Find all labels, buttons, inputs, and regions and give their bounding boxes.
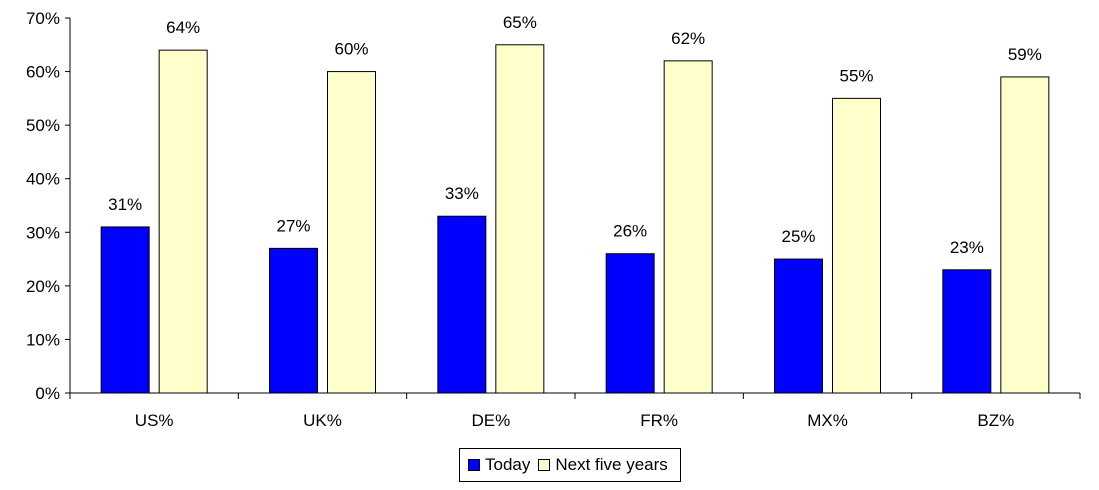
data-label: 62%: [671, 29, 705, 48]
bar-today-us: [100, 226, 150, 394]
legend-label-today: Today: [485, 455, 531, 474]
bar-today-fr: [605, 253, 655, 394]
bar-today-bz: [942, 269, 992, 394]
y-tick-label: 40%: [26, 170, 60, 189]
data-label: 25%: [781, 227, 815, 246]
bar-next-five-years-us: [158, 49, 208, 394]
bar-next-five-years-de: [495, 44, 545, 394]
x-tick-label: BZ%: [977, 411, 1014, 430]
legend: Today Next five years: [459, 448, 681, 482]
data-label: 55%: [839, 66, 873, 85]
x-tick-label: US%: [135, 411, 174, 430]
data-label: 60%: [334, 40, 368, 59]
data-label: 23%: [950, 238, 984, 257]
y-tick-label: 30%: [26, 223, 60, 242]
legend-swatch-today: [468, 459, 480, 471]
legend-swatch-next-five-years: [538, 459, 551, 471]
y-tick-label: 60%: [26, 63, 60, 82]
x-tick-label: MX%: [807, 411, 848, 430]
bars: [100, 44, 1050, 394]
bar-next-five-years-mx: [832, 97, 881, 394]
data-label: 31%: [108, 195, 142, 214]
data-labels: 31% 27% 33% 26% 25% 23% 64% 60% 65% 62% 55% 59%: [108, 13, 1042, 257]
data-label: 64%: [166, 18, 200, 37]
data-label: 59%: [1008, 45, 1042, 64]
axes: 0% 10% 20% 30% 40% 50% 60% 70% US% UK% DE% FR% MX% BZ…: [26, 9, 1081, 430]
x-tick-label: UK%: [303, 411, 342, 430]
y-tick-label: 50%: [26, 116, 60, 135]
data-label: 27%: [276, 216, 310, 235]
data-label: 65%: [503, 13, 537, 32]
y-tick-label: 20%: [26, 277, 60, 296]
x-tick-label: DE%: [471, 411, 510, 430]
legend-label-next-five-years: Next five years: [555, 455, 668, 474]
bar-next-five-years-uk: [327, 71, 376, 394]
legend-item-today: Today: [468, 455, 530, 475]
data-label: 33%: [445, 184, 479, 203]
y-tick-label: 10%: [26, 330, 60, 349]
bar-today-uk: [269, 247, 318, 394]
x-tick-label: FR%: [640, 411, 678, 430]
bar-next-five-years-fr: [663, 60, 713, 394]
y-tick-label: 70%: [26, 9, 60, 28]
data-label: 26%: [613, 222, 647, 241]
y-tick-label: 0%: [35, 384, 60, 403]
legend-item-next-five-years: Next five years: [538, 455, 668, 475]
bar-today-de: [437, 215, 487, 394]
bar-today-mx: [774, 258, 823, 394]
bar-next-five-years-bz: [1000, 76, 1050, 394]
